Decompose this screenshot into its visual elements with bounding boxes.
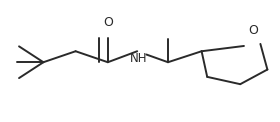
Text: O: O — [248, 24, 258, 37]
Text: NH: NH — [130, 52, 147, 66]
Text: O: O — [103, 16, 113, 29]
